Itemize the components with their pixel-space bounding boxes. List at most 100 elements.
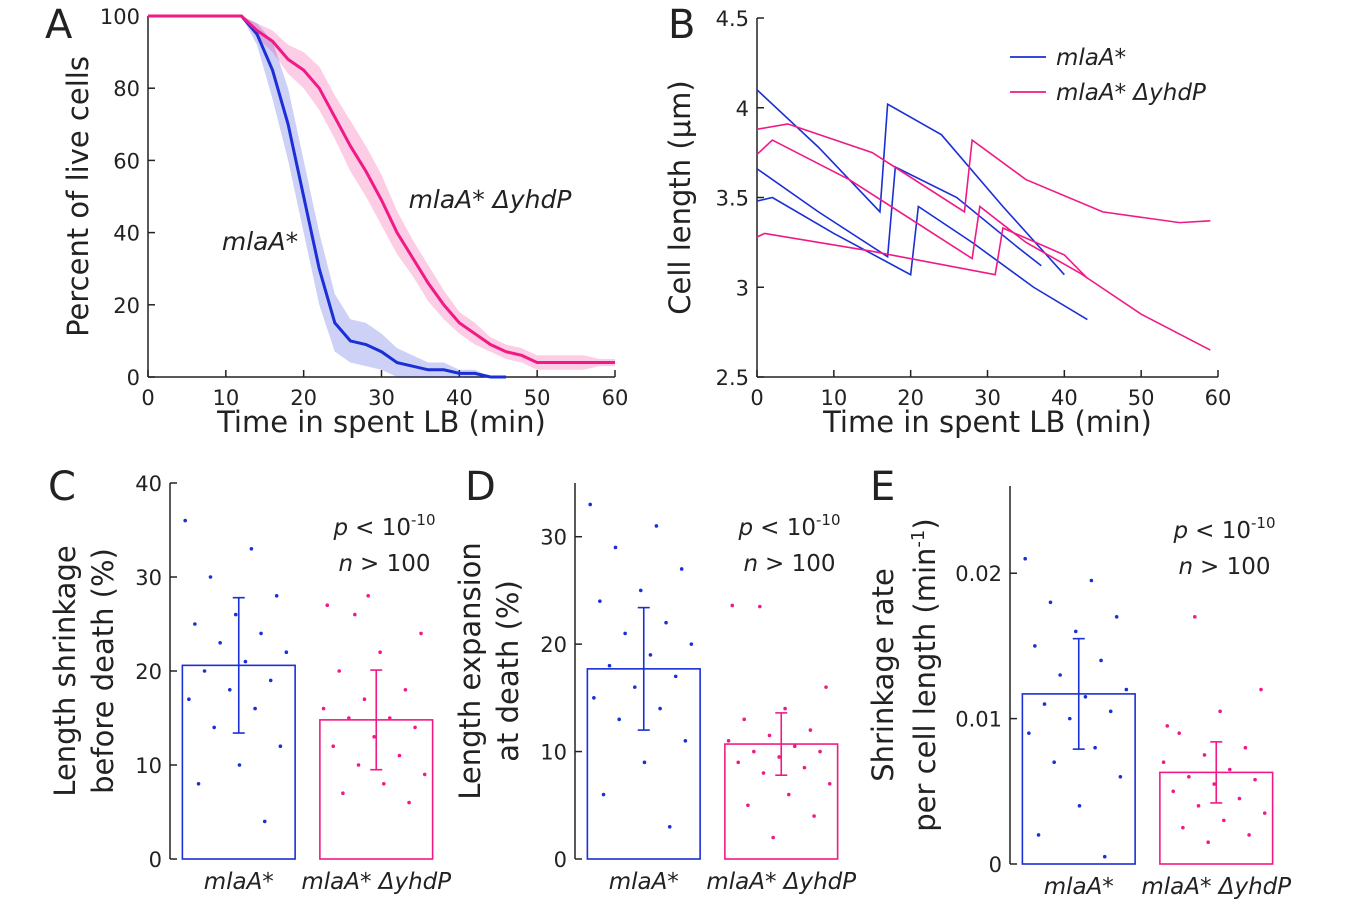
n-label: n <box>1178 554 1193 580</box>
data-point <box>227 688 232 692</box>
panel-letter: C <box>48 464 76 510</box>
data-point <box>1193 615 1197 619</box>
data-point <box>783 706 787 711</box>
data-point <box>1227 767 1232 772</box>
x-tick-label: mlaA* ΔyhdP <box>706 869 856 895</box>
x-tick-label: mlaA* <box>1044 874 1114 900</box>
y-tick-label: 40 <box>135 472 162 496</box>
x-tick-label: 30 <box>368 386 395 410</box>
y-tick-label: 2.5 <box>716 366 749 390</box>
data-point <box>632 685 637 689</box>
data-point <box>362 697 367 701</box>
data-point <box>353 612 357 617</box>
data-point <box>1077 804 1082 808</box>
sample-size: n > 100 <box>743 551 835 577</box>
y-axis-label: Cell length (μm) <box>663 80 697 314</box>
x-tick-label: 0 <box>750 386 763 410</box>
data-point <box>1202 753 1207 757</box>
data-point <box>648 653 653 657</box>
sample-size: n > 100 <box>1178 554 1270 580</box>
data-point <box>1237 796 1242 801</box>
trace-line <box>756 139 1211 351</box>
data-point <box>1262 811 1267 815</box>
data-point <box>818 749 822 754</box>
data-point <box>253 706 257 711</box>
data-point <box>683 739 688 743</box>
data-point <box>378 650 382 654</box>
data-point <box>1067 716 1072 721</box>
y-axis-label-text: Cell length (μm) <box>663 80 697 314</box>
data-point <box>1218 709 1222 714</box>
y-tick-label: 3 <box>736 276 749 300</box>
y-tick-label: 0 <box>127 366 140 390</box>
data-point <box>1165 724 1170 728</box>
data-point <box>372 735 376 739</box>
data-point <box>617 717 621 722</box>
data-point <box>193 622 197 626</box>
panel-letter: E <box>870 464 895 510</box>
y-tick-label: 100 <box>100 5 140 29</box>
data-point <box>673 674 678 679</box>
x-axis-label: Time in spent LB (min) <box>822 405 1152 439</box>
data-point <box>808 728 813 732</box>
data-point <box>607 663 612 668</box>
legend-label: mlaA* <box>1056 45 1126 71</box>
y-axis-label-text: before death (%) <box>86 548 120 794</box>
data-point <box>1089 578 1094 583</box>
y-tick-label: 0 <box>989 853 1002 877</box>
x-tick-label: mlaA* <box>609 869 679 895</box>
p-label: p <box>738 515 754 541</box>
trace-line <box>756 123 1211 224</box>
data-point <box>824 685 828 689</box>
legend-label: mlaA* ΔyhdP <box>1056 80 1206 106</box>
data-point <box>752 749 756 754</box>
data-point <box>802 765 807 770</box>
data-point <box>638 588 643 593</box>
data-point <box>689 642 694 646</box>
y-axis-label: at death (%) <box>491 580 525 762</box>
y-tick-label: 0 <box>554 848 567 872</box>
x-tick-label: 10 <box>212 386 239 410</box>
error-band <box>148 16 615 370</box>
data-point <box>1042 702 1047 706</box>
x-tick-label: 30 <box>974 386 1001 410</box>
x-tick-label: mlaA* ΔyhdP <box>1141 874 1291 900</box>
data-point <box>1259 687 1263 692</box>
data-point <box>243 659 248 664</box>
data-point <box>347 716 351 720</box>
data-point <box>331 744 336 748</box>
data-point <box>366 594 370 598</box>
y-axis-label: Percent of live cells <box>61 56 95 337</box>
data-point <box>1114 615 1119 619</box>
data-point <box>284 650 289 654</box>
data-point <box>1187 774 1191 779</box>
data-point <box>1171 789 1176 794</box>
x-tick-label: mlaA* ΔyhdP <box>301 869 451 895</box>
data-point <box>325 603 330 607</box>
data-point <box>196 782 201 786</box>
data-point <box>218 641 222 645</box>
data-point <box>654 524 659 528</box>
p-relation: < 10 <box>355 515 411 541</box>
trace-line <box>756 196 1088 321</box>
y-tick-label: 10 <box>540 741 567 765</box>
data-point <box>730 603 735 608</box>
data-point <box>623 631 627 636</box>
data-point <box>1212 782 1216 786</box>
x-tick-label: 0 <box>141 386 154 410</box>
data-point <box>812 814 816 818</box>
y-axis-label: before death (%) <box>86 548 120 794</box>
data-point <box>183 518 187 523</box>
data-point <box>1108 709 1113 714</box>
p-value: p < 10-10 <box>738 511 841 541</box>
data-point <box>598 599 602 603</box>
data-point <box>736 760 741 765</box>
data-point <box>1222 818 1226 823</box>
y-axis-label: per cell length (min-1) <box>908 518 942 831</box>
x-tick-label: 40 <box>446 386 473 410</box>
x-tick-label: mlaA* <box>204 869 274 895</box>
series-line <box>148 14 615 365</box>
data-point <box>792 744 797 748</box>
y-tick-label: 0.01 <box>955 708 1002 732</box>
